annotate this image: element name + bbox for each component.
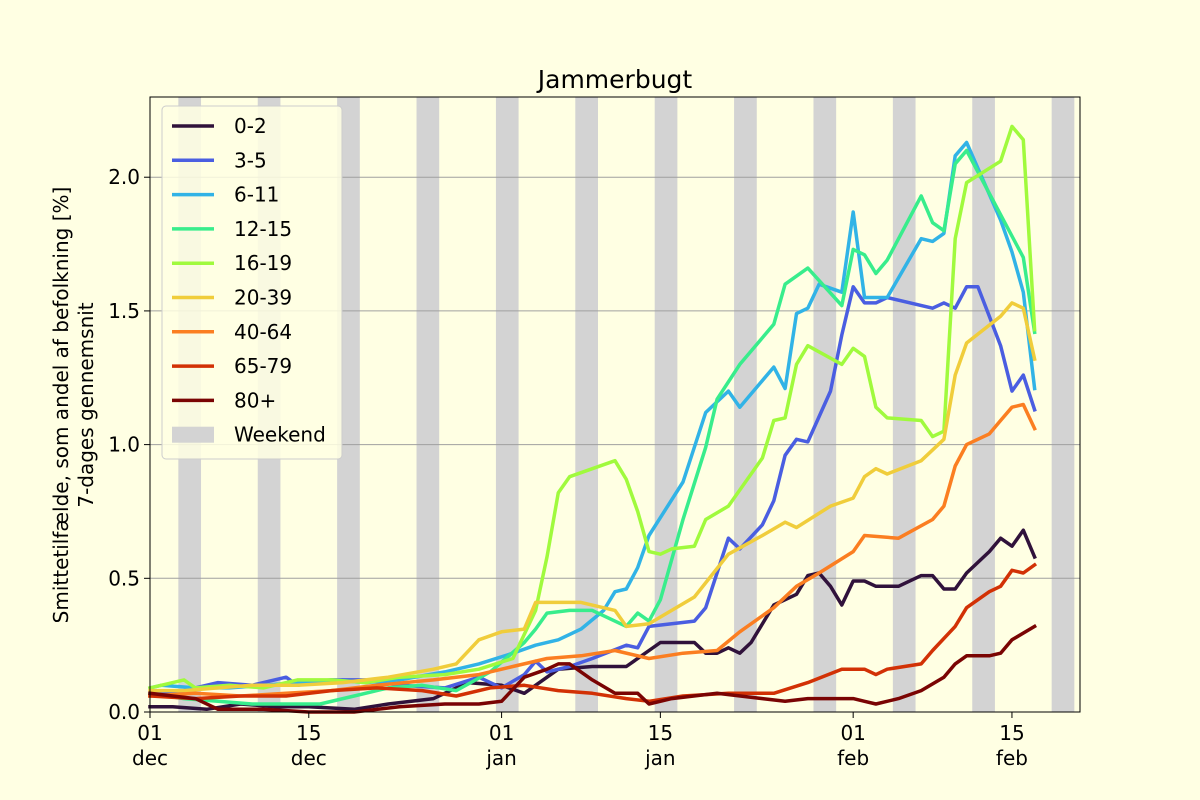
legend-label-16-19: 16-19 <box>234 251 292 275</box>
y-tick-label: 1.5 <box>108 299 140 323</box>
weekend-band <box>892 97 916 712</box>
x-tick-label-month: feb <box>996 746 1028 770</box>
x-tick-label-day: 01 <box>137 721 162 745</box>
x-tick-label-day: 01 <box>840 721 865 745</box>
legend-label-80+: 80+ <box>234 388 276 412</box>
weekend-band <box>1051 97 1075 712</box>
x-tick-label-month: feb <box>837 746 869 770</box>
chart-title: Jammerbugt <box>536 65 693 94</box>
y-axis-label-line1: Smittetilfælde, som andel af befolkning … <box>49 187 73 624</box>
legend-swatch-weekend <box>172 426 214 443</box>
plot-frame <box>149 96 1081 713</box>
legend-label-65-79: 65-79 <box>234 354 292 378</box>
x-tick-label-month: jan <box>485 746 517 770</box>
weekend-band <box>337 97 360 712</box>
y-tick-label: 0.0 <box>108 700 140 724</box>
plot-border <box>149 96 1081 713</box>
series-line-12-15 <box>148 148 1037 706</box>
weekend-band <box>495 97 519 712</box>
y-tick-label: 2.0 <box>108 165 140 189</box>
y-tick-label: 0.5 <box>108 566 140 590</box>
x-tick-label-day: 01 <box>489 721 514 745</box>
x-tick-label-month: jan <box>644 746 676 770</box>
legend-label-12-15: 12-15 <box>234 217 292 241</box>
legend-label-0-2: 0-2 <box>234 114 267 138</box>
series-line-40-64 <box>148 402 1037 698</box>
legend-label-40-64: 40-64 <box>234 320 292 344</box>
x-tick-label-day: 15 <box>648 721 673 745</box>
legend: 0-2 3-5 6-11 12-15 16-19 20-39 40-64 65-79 80+ We… <box>161 105 343 460</box>
x-tick-label-month: dec <box>132 746 168 770</box>
axes: 0.00.51.01.52.001dec15dec01jan15jan01feb… <box>108 165 1028 770</box>
weekend-band <box>575 97 598 712</box>
y-axis-label-line2: 7-dages gennemsnit <box>74 302 98 507</box>
weekend-band <box>972 97 995 712</box>
series-line-20-39 <box>148 301 1037 693</box>
y-tick-label: 1.0 <box>108 433 140 457</box>
x-tick-label-day: 15 <box>296 721 321 745</box>
legend-label-6-11: 6-11 <box>234 183 279 207</box>
legend-label-3-5: 3-5 <box>234 148 267 172</box>
x-tick-label-month: dec <box>291 746 327 770</box>
series-line-16-19 <box>147 124 1037 691</box>
series-lines <box>147 124 1038 714</box>
x-tick-label-day: 15 <box>999 721 1024 745</box>
legend-label-20-39: 20-39 <box>234 286 292 310</box>
series-line-0-2 <box>148 528 1037 712</box>
legend-label-weekend: Weekend <box>234 423 326 447</box>
weekend-band <box>416 97 440 712</box>
weekend-band <box>734 97 757 712</box>
